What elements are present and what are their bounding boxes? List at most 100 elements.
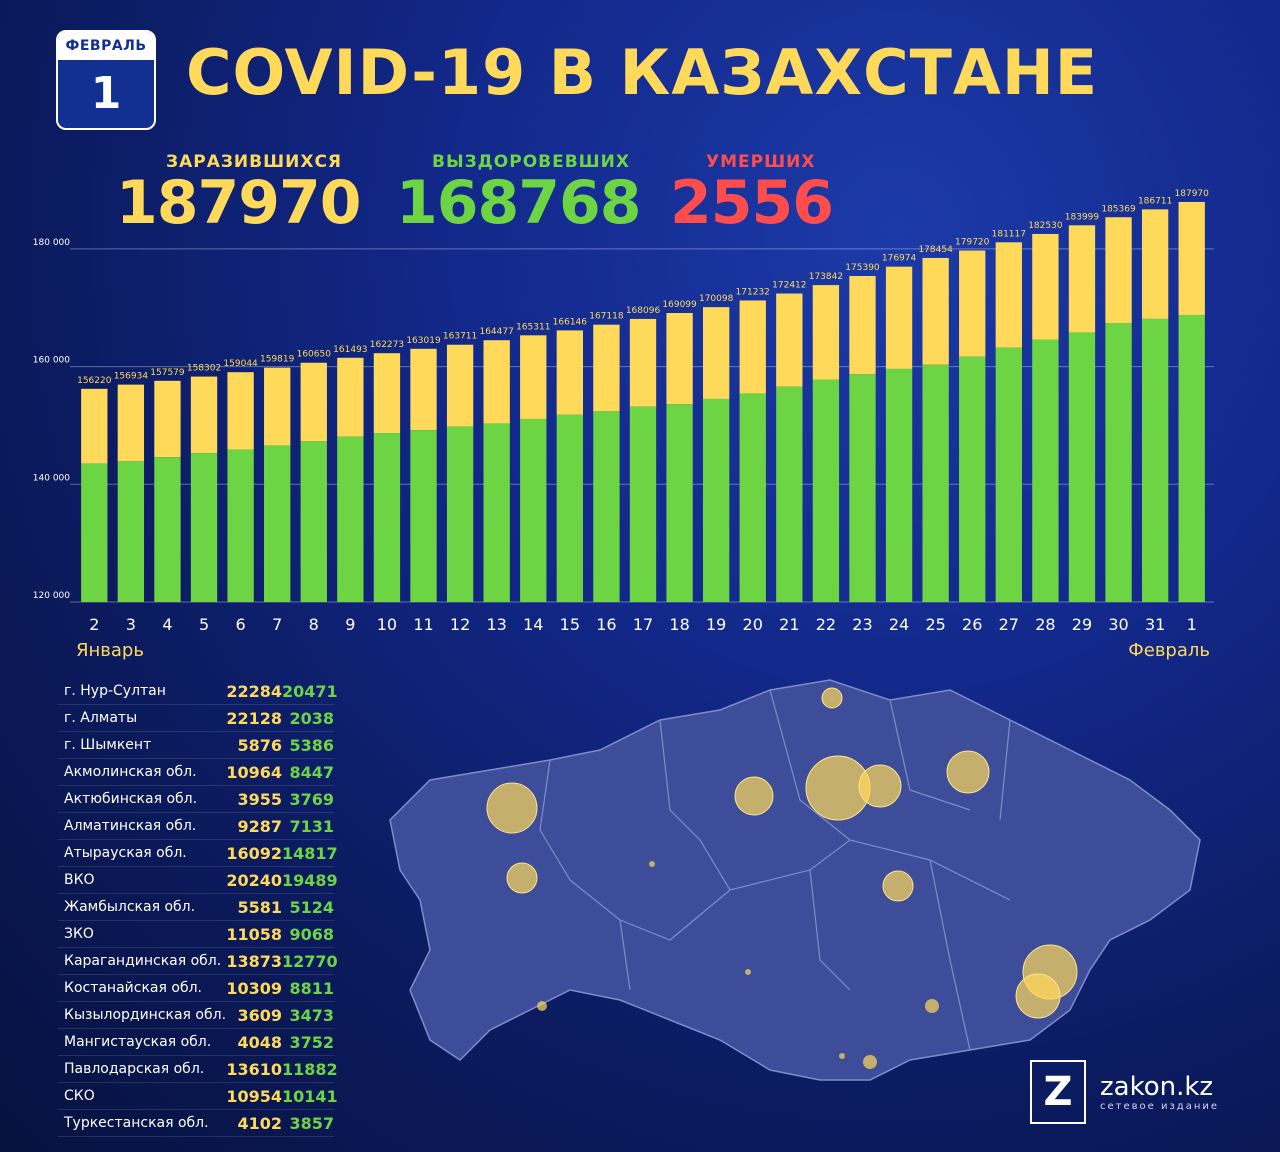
x-tick-label: 2 xyxy=(89,615,99,634)
bar-infected xyxy=(1068,225,1096,333)
map-bubble xyxy=(925,999,939,1013)
bar-value-label: 172412 xyxy=(772,281,806,291)
bar-infected xyxy=(1178,201,1205,315)
bar-value-label: 163019 xyxy=(406,336,441,346)
stat-recovered-value: 168768 xyxy=(396,168,641,238)
bar-recovered xyxy=(337,436,364,602)
bar-value-label: 178454 xyxy=(918,245,953,255)
bar-infected xyxy=(81,388,108,464)
x-tick-label: 8 xyxy=(309,615,319,634)
region-recovered: 7131 xyxy=(289,816,334,836)
x-tick-label: 29 xyxy=(1072,615,1092,634)
x-tick-label: 22 xyxy=(816,615,836,634)
bar-recovered xyxy=(1105,323,1132,602)
bar-infected xyxy=(300,362,327,442)
bar-recovered xyxy=(520,418,547,602)
region-name: Алматинская обл. xyxy=(64,818,197,834)
x-tick-label: 14 xyxy=(523,615,543,634)
region-name: ВКО xyxy=(64,872,95,888)
region-name: Актюбинская обл. xyxy=(64,791,198,807)
region-recovered: 20471 xyxy=(282,681,338,701)
bar-infected xyxy=(593,324,620,412)
x-tick-label: 3 xyxy=(126,615,136,634)
bar-recovered xyxy=(81,463,108,602)
region-row: Жамбылская обл. 5581 5124 xyxy=(58,894,334,921)
logo-subtitle: сетевое издание xyxy=(1100,1100,1220,1112)
bar-value-label: 156220 xyxy=(77,376,112,386)
region-table: г. Нур-Султан 22284 20471 г. Алматы 22128 203… xyxy=(58,678,338,1137)
bar-recovered xyxy=(849,374,876,602)
region-name: Мангистауская обл. xyxy=(64,1034,212,1050)
x-tick-label: 30 xyxy=(1108,615,1128,634)
bar-infected xyxy=(264,367,291,446)
y-tick-label: 180 000 xyxy=(33,238,70,248)
y-tick-label: 140 000 xyxy=(33,473,70,483)
x-tick-label: 13 xyxy=(486,615,506,634)
region-row: Актюбинская обл. 3955 3769 xyxy=(58,786,334,813)
region-row: Алматинская обл. 9287 7131 xyxy=(58,813,334,840)
region-infected: 10964 xyxy=(226,762,282,782)
region-recovered: 10141 xyxy=(282,1086,338,1106)
bar-recovered xyxy=(812,379,840,602)
region-name: Туркестанская обл. xyxy=(64,1115,209,1131)
region-recovered: 11882 xyxy=(282,1059,338,1079)
region-name: г. Шымкент xyxy=(64,737,152,753)
x-tick-label: 9 xyxy=(345,615,355,634)
x-tick-label: 25 xyxy=(925,615,945,634)
bar-value-label: 173842 xyxy=(809,272,843,282)
region-infected: 5876 xyxy=(237,735,282,755)
logo-mark: Z xyxy=(1030,1060,1086,1124)
region-recovered: 3752 xyxy=(289,1032,334,1052)
region-recovered: 9068 xyxy=(289,924,334,944)
x-tick-label: 19 xyxy=(706,615,726,634)
bar-infected xyxy=(666,313,693,405)
bar-value-label: 168096 xyxy=(626,306,661,316)
region-infected: 4048 xyxy=(237,1032,282,1052)
region-name: г. Нур-Султан xyxy=(64,683,166,699)
bar-value-label: 186711 xyxy=(1138,196,1172,206)
region-recovered: 5124 xyxy=(289,897,334,917)
stat-deaths-value: 2556 xyxy=(670,168,834,238)
bar-value-label: 181117 xyxy=(992,229,1026,239)
region-row: Павлодарская обл. 13610 11882 xyxy=(58,1056,338,1083)
x-tick-label: 1 xyxy=(1187,615,1197,634)
bar-infected xyxy=(1032,233,1059,340)
logo-name: zakon.kz xyxy=(1100,1071,1214,1102)
map-bubble xyxy=(839,1053,845,1059)
bar-infected xyxy=(337,357,364,437)
bar-infected xyxy=(739,300,766,394)
map-bubble xyxy=(858,764,902,808)
bar-recovered xyxy=(556,414,584,602)
region-infected: 4102 xyxy=(237,1113,282,1133)
region-row: Костанайская обл. 10309 8811 xyxy=(58,975,334,1002)
map-bubble xyxy=(486,782,538,834)
region-row: Атырауская обл. 16092 14817 xyxy=(58,840,338,867)
x-tick-label: 21 xyxy=(779,615,799,634)
region-row: Кызылординская обл. 3609 3473 xyxy=(58,1002,334,1029)
bar-infected xyxy=(1105,217,1132,324)
bar-recovered xyxy=(1032,339,1059,602)
map-bubble xyxy=(745,969,751,975)
bar-value-label: 182530 xyxy=(1028,221,1063,231)
region-row: Акмолинская обл. 10964 8447 xyxy=(58,759,334,786)
bar-recovered xyxy=(702,398,730,602)
bar-value-label: 164477 xyxy=(479,327,513,337)
x-tick-label: 20 xyxy=(743,615,763,634)
bar-infected xyxy=(776,293,803,387)
bar-infected xyxy=(117,384,145,462)
kazakhstan-map xyxy=(389,679,1201,1081)
x-label-start: Январь xyxy=(76,640,144,661)
bar-recovered xyxy=(264,445,291,602)
bar-recovered xyxy=(373,433,401,602)
region-infected: 16092 xyxy=(226,843,282,863)
map-bubble xyxy=(734,776,774,816)
bar-infected xyxy=(483,340,510,424)
region-name: Костанайская обл. xyxy=(64,980,202,996)
bar-recovered xyxy=(776,386,803,602)
bar-value-label: 183999 xyxy=(1065,212,1100,222)
bar-infected xyxy=(812,285,840,380)
page-title: COVID-19 В КАЗАХСТАНЕ xyxy=(186,36,1099,109)
bar-infected xyxy=(190,376,218,454)
bar-infected xyxy=(556,330,584,415)
